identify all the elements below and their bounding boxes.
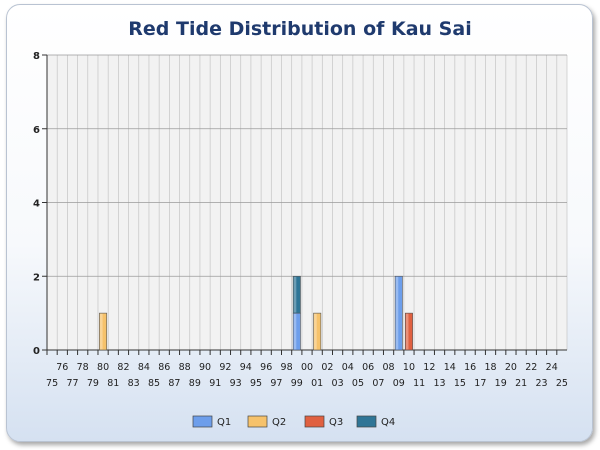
x-tick-label: 19 xyxy=(495,378,507,389)
x-tick-label: 95 xyxy=(250,378,262,389)
chart-title: Red Tide Distribution of Kau Sai xyxy=(128,18,472,40)
x-tick-label: 24 xyxy=(546,362,558,373)
x-tick-label: 14 xyxy=(444,362,456,373)
x-tick-label: 81 xyxy=(107,378,119,389)
bar-highlight xyxy=(395,276,399,350)
bar-highlight xyxy=(314,313,317,350)
y-tick-label: 4 xyxy=(33,199,40,210)
x-tick-label: 80 xyxy=(97,362,109,373)
x-tick-label: 83 xyxy=(128,378,140,389)
x-tick-label: 17 xyxy=(474,378,486,389)
x-tick-label: 25 xyxy=(556,378,568,389)
x-tick-label: 06 xyxy=(362,362,374,373)
x-tick-label: 20 xyxy=(505,362,517,373)
x-tick-label: 23 xyxy=(535,378,547,389)
legend-label-q3: Q3 xyxy=(329,417,343,428)
x-tick-label: 90 xyxy=(199,362,211,373)
x-tick-label: 88 xyxy=(179,362,191,373)
legend-swatch-q3 xyxy=(304,415,325,428)
x-tick-label: 79 xyxy=(87,378,99,389)
x-tick-label: 12 xyxy=(423,362,435,373)
x-tick-label: 97 xyxy=(270,378,282,389)
x-tick-label: 13 xyxy=(434,378,446,389)
bar-q2-01 xyxy=(313,312,322,351)
x-tick-label: 98 xyxy=(281,362,293,373)
x-tick-label: 07 xyxy=(372,378,384,389)
x-tick-label: 22 xyxy=(525,362,537,373)
x-tick-label: 05 xyxy=(352,378,364,389)
x-tick-label: 10 xyxy=(403,362,415,373)
x-tick-label: 82 xyxy=(117,362,129,373)
y-tick-label: 2 xyxy=(33,272,40,283)
y-tick-label: 0 xyxy=(33,346,40,357)
bar-segment xyxy=(99,312,108,351)
x-tick-label: 16 xyxy=(464,362,476,373)
legend-label-q2: Q2 xyxy=(272,417,286,428)
x-tick-label: 04 xyxy=(342,362,354,373)
x-tick-label: 01 xyxy=(311,378,323,389)
x-tick-label: 02 xyxy=(321,362,333,373)
x-tick-label: 76 xyxy=(56,362,68,373)
bar-highlight xyxy=(100,313,103,350)
x-tick-label: 93 xyxy=(230,378,242,389)
x-tick-label: 08 xyxy=(383,362,395,373)
x-tick-label: 18 xyxy=(484,362,496,373)
bar-segment xyxy=(404,312,413,351)
legend-label-q1: Q1 xyxy=(217,417,231,428)
bar-segment xyxy=(292,275,301,314)
legend-swatch-q1 xyxy=(192,415,213,428)
x-tick-label: 92 xyxy=(219,362,231,373)
x-tick-label: 96 xyxy=(260,362,272,373)
x-tick-label: 99 xyxy=(291,378,303,389)
legend-swatch-q4 xyxy=(356,415,377,428)
x-tick-label: 89 xyxy=(189,378,201,389)
y-tick-label: 6 xyxy=(33,125,40,136)
x-tick-label: 87 xyxy=(168,378,180,389)
x-tick-label: 85 xyxy=(148,378,160,389)
legend-swatch-q2 xyxy=(247,415,268,428)
x-tick-label: 09 xyxy=(393,378,405,389)
bar-segment xyxy=(394,275,403,351)
x-tick-label: 94 xyxy=(240,362,252,373)
x-tick-label: 77 xyxy=(66,378,78,389)
x-tick-label: 91 xyxy=(209,378,221,389)
bar-q1-09 xyxy=(394,275,403,351)
x-tick-label: 00 xyxy=(301,362,313,373)
bar-q2-80 xyxy=(99,312,108,351)
x-tick-label: 86 xyxy=(158,362,170,373)
bar-highlight xyxy=(293,276,297,313)
bar-highlight xyxy=(293,313,297,350)
bar-q4-99 xyxy=(292,275,301,314)
x-tick-label: 21 xyxy=(515,378,527,389)
bar-segment xyxy=(313,312,322,351)
x-tick-label: 75 xyxy=(46,378,58,389)
x-tick-label: 03 xyxy=(332,378,344,389)
bar-q1-99 xyxy=(292,312,301,351)
x-tick-label: 78 xyxy=(77,362,89,373)
x-tick-label: 11 xyxy=(413,378,425,389)
bar-q3-10 xyxy=(404,312,413,351)
x-tick-label: 84 xyxy=(138,362,150,373)
x-tick-label: 15 xyxy=(454,378,466,389)
legend-label-q4: Q4 xyxy=(381,417,395,428)
y-tick-label: 8 xyxy=(33,51,40,62)
bar-highlight xyxy=(405,313,409,350)
